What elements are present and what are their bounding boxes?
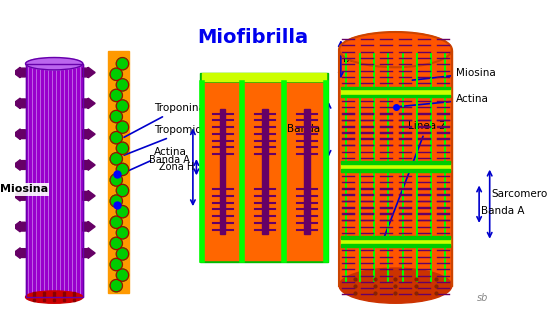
Bar xyxy=(26,64,83,297)
FancyArrow shape xyxy=(83,221,95,232)
FancyArrow shape xyxy=(13,190,26,201)
Circle shape xyxy=(110,153,123,165)
FancyArrow shape xyxy=(13,67,26,78)
Circle shape xyxy=(117,206,129,218)
Circle shape xyxy=(117,142,129,154)
Circle shape xyxy=(117,163,129,176)
Circle shape xyxy=(110,216,123,228)
Text: Tropomiosina: Tropomiosina xyxy=(124,125,223,155)
Circle shape xyxy=(117,57,129,70)
Circle shape xyxy=(117,184,129,197)
Circle shape xyxy=(110,237,123,249)
Ellipse shape xyxy=(339,32,452,67)
Circle shape xyxy=(110,111,123,123)
Bar xyxy=(341,169,450,172)
Bar xyxy=(341,244,450,247)
FancyArrow shape xyxy=(83,248,95,258)
FancyArrow shape xyxy=(13,129,26,140)
Text: Zona H: Zona H xyxy=(159,162,194,172)
Text: Troponina: Troponina xyxy=(124,103,205,137)
Bar xyxy=(341,94,450,97)
Bar xyxy=(108,50,130,293)
FancyArrow shape xyxy=(13,248,26,258)
Bar xyxy=(341,236,450,239)
Text: Banda I: Banda I xyxy=(344,54,381,64)
Ellipse shape xyxy=(26,57,83,70)
Circle shape xyxy=(110,68,123,81)
FancyArrow shape xyxy=(83,129,95,140)
Text: Banda I: Banda I xyxy=(287,124,326,134)
Circle shape xyxy=(110,195,123,207)
Circle shape xyxy=(110,174,123,186)
Bar xyxy=(304,109,310,234)
Circle shape xyxy=(110,280,123,292)
Bar xyxy=(339,50,452,286)
Bar xyxy=(341,161,450,164)
Bar xyxy=(263,109,267,234)
Text: Banda A: Banda A xyxy=(149,155,190,165)
Text: Linea Z: Linea Z xyxy=(384,121,446,237)
FancyArrow shape xyxy=(83,67,95,78)
Circle shape xyxy=(117,227,129,239)
Bar xyxy=(341,88,450,95)
Circle shape xyxy=(117,248,129,260)
Bar xyxy=(341,238,450,245)
Circle shape xyxy=(110,132,123,144)
Text: Actina: Actina xyxy=(124,147,187,173)
Text: Miosina: Miosina xyxy=(0,184,48,194)
Circle shape xyxy=(110,258,123,271)
Bar xyxy=(26,64,83,297)
Text: Miofibrilla: Miofibrilla xyxy=(197,28,309,48)
Bar xyxy=(341,163,450,170)
Bar xyxy=(200,73,328,262)
FancyArrow shape xyxy=(13,221,26,232)
Text: sb: sb xyxy=(476,293,488,303)
Text: Miosina: Miosina xyxy=(412,68,496,80)
Bar xyxy=(202,83,326,260)
Text: Banda A: Banda A xyxy=(481,206,525,216)
FancyArrow shape xyxy=(83,160,95,170)
Circle shape xyxy=(110,89,123,102)
FancyArrow shape xyxy=(13,98,26,109)
FancyArrow shape xyxy=(83,190,95,201)
Ellipse shape xyxy=(339,268,452,303)
Circle shape xyxy=(117,100,129,112)
Bar xyxy=(220,109,225,234)
Circle shape xyxy=(117,269,129,281)
FancyArrow shape xyxy=(83,98,95,109)
Circle shape xyxy=(117,121,129,133)
Circle shape xyxy=(117,79,129,91)
Text: Sarcomero: Sarcomero xyxy=(491,189,547,199)
Text: Actina: Actina xyxy=(399,94,489,107)
Ellipse shape xyxy=(26,291,83,303)
Bar xyxy=(341,86,450,89)
Bar xyxy=(202,73,326,81)
FancyArrow shape xyxy=(13,160,26,170)
